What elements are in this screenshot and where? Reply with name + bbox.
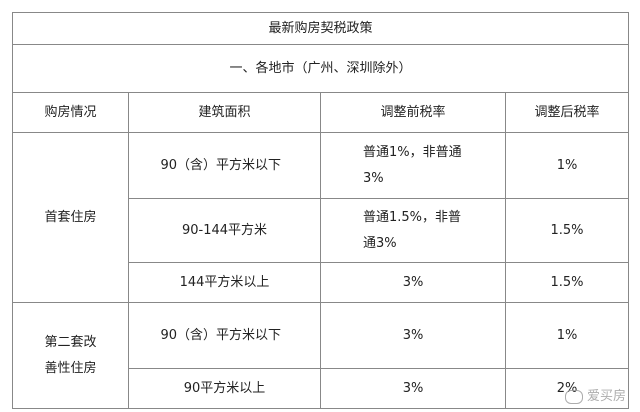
title-row: 最新购房契税政策 [11, 12, 630, 45]
row: 首套住房 90（含）平方米以下 普通1%，非普通3% 1% [12, 132, 630, 303]
cell: 1% [504, 302, 630, 369]
header-cell: 建筑面积 [128, 92, 321, 133]
cell: 1.5% [504, 262, 630, 303]
row: 90平方米以上 3% 2% [13, 368, 630, 409]
watermark-text: 爱买房 [586, 389, 626, 404]
watermark: 爱买房 [564, 385, 626, 404]
tax-table: 最新购房契税政策 一、各地市（广州、深圳除外） 购房情况 建筑面积 调整前税率 … [11, 12, 630, 409]
cell: 普通1.5%，非普通3% [320, 198, 506, 263]
cell-text: 90（含）平方米以下 [160, 157, 282, 173]
group-label: 首套住房 [12, 132, 129, 303]
cell: 90（含）平方米以下 [128, 302, 321, 369]
cell: 3% [320, 262, 506, 303]
cell: 普通1%，非普通3% [320, 132, 506, 199]
cell: 1% [504, 132, 630, 199]
header-cell: 调整前税率 [320, 92, 506, 133]
cell: 3% [320, 302, 506, 369]
cell-text: 90（含）平方米以下 [160, 327, 282, 343]
cell: 1.5% [504, 198, 630, 263]
table-title: 最新购房契税政策 [11, 12, 630, 45]
cell: 90-144平方米 [128, 198, 321, 263]
watermark-icon [564, 389, 583, 404]
subtitle-row: 一、各地市（广州、深圳除外） [11, 44, 630, 93]
header-row: 购房情况 建筑面积 调整前税率 调整后税率 [12, 92, 630, 133]
row: 第二套改善性住房 90（含）平方米以下 3% 1% [12, 302, 630, 409]
table-subtitle: 一、各地市（广州、深圳除外） [11, 44, 630, 93]
header-cell: 购房情况 [12, 92, 129, 133]
cell: 90平方米以上 [128, 368, 321, 409]
header-cell: 调整后税率 [504, 92, 630, 133]
cell: 3% [320, 368, 506, 409]
row: 90-144平方米 普通1.5%，非普通3% 1.5% [13, 198, 630, 263]
cell-text: 普通1.5%，非普通3% [363, 209, 462, 251]
row: 144平方米以上 3% 1.5% [13, 262, 630, 303]
group-text: 第二套改善性住房 [44, 334, 97, 376]
cell: 90（含）平方米以下 [128, 132, 321, 199]
cell: 144平方米以上 [128, 262, 321, 303]
cell-text: 普通1%，非普通3% [363, 144, 462, 186]
group-label: 第二套改善性住房 [12, 302, 129, 409]
